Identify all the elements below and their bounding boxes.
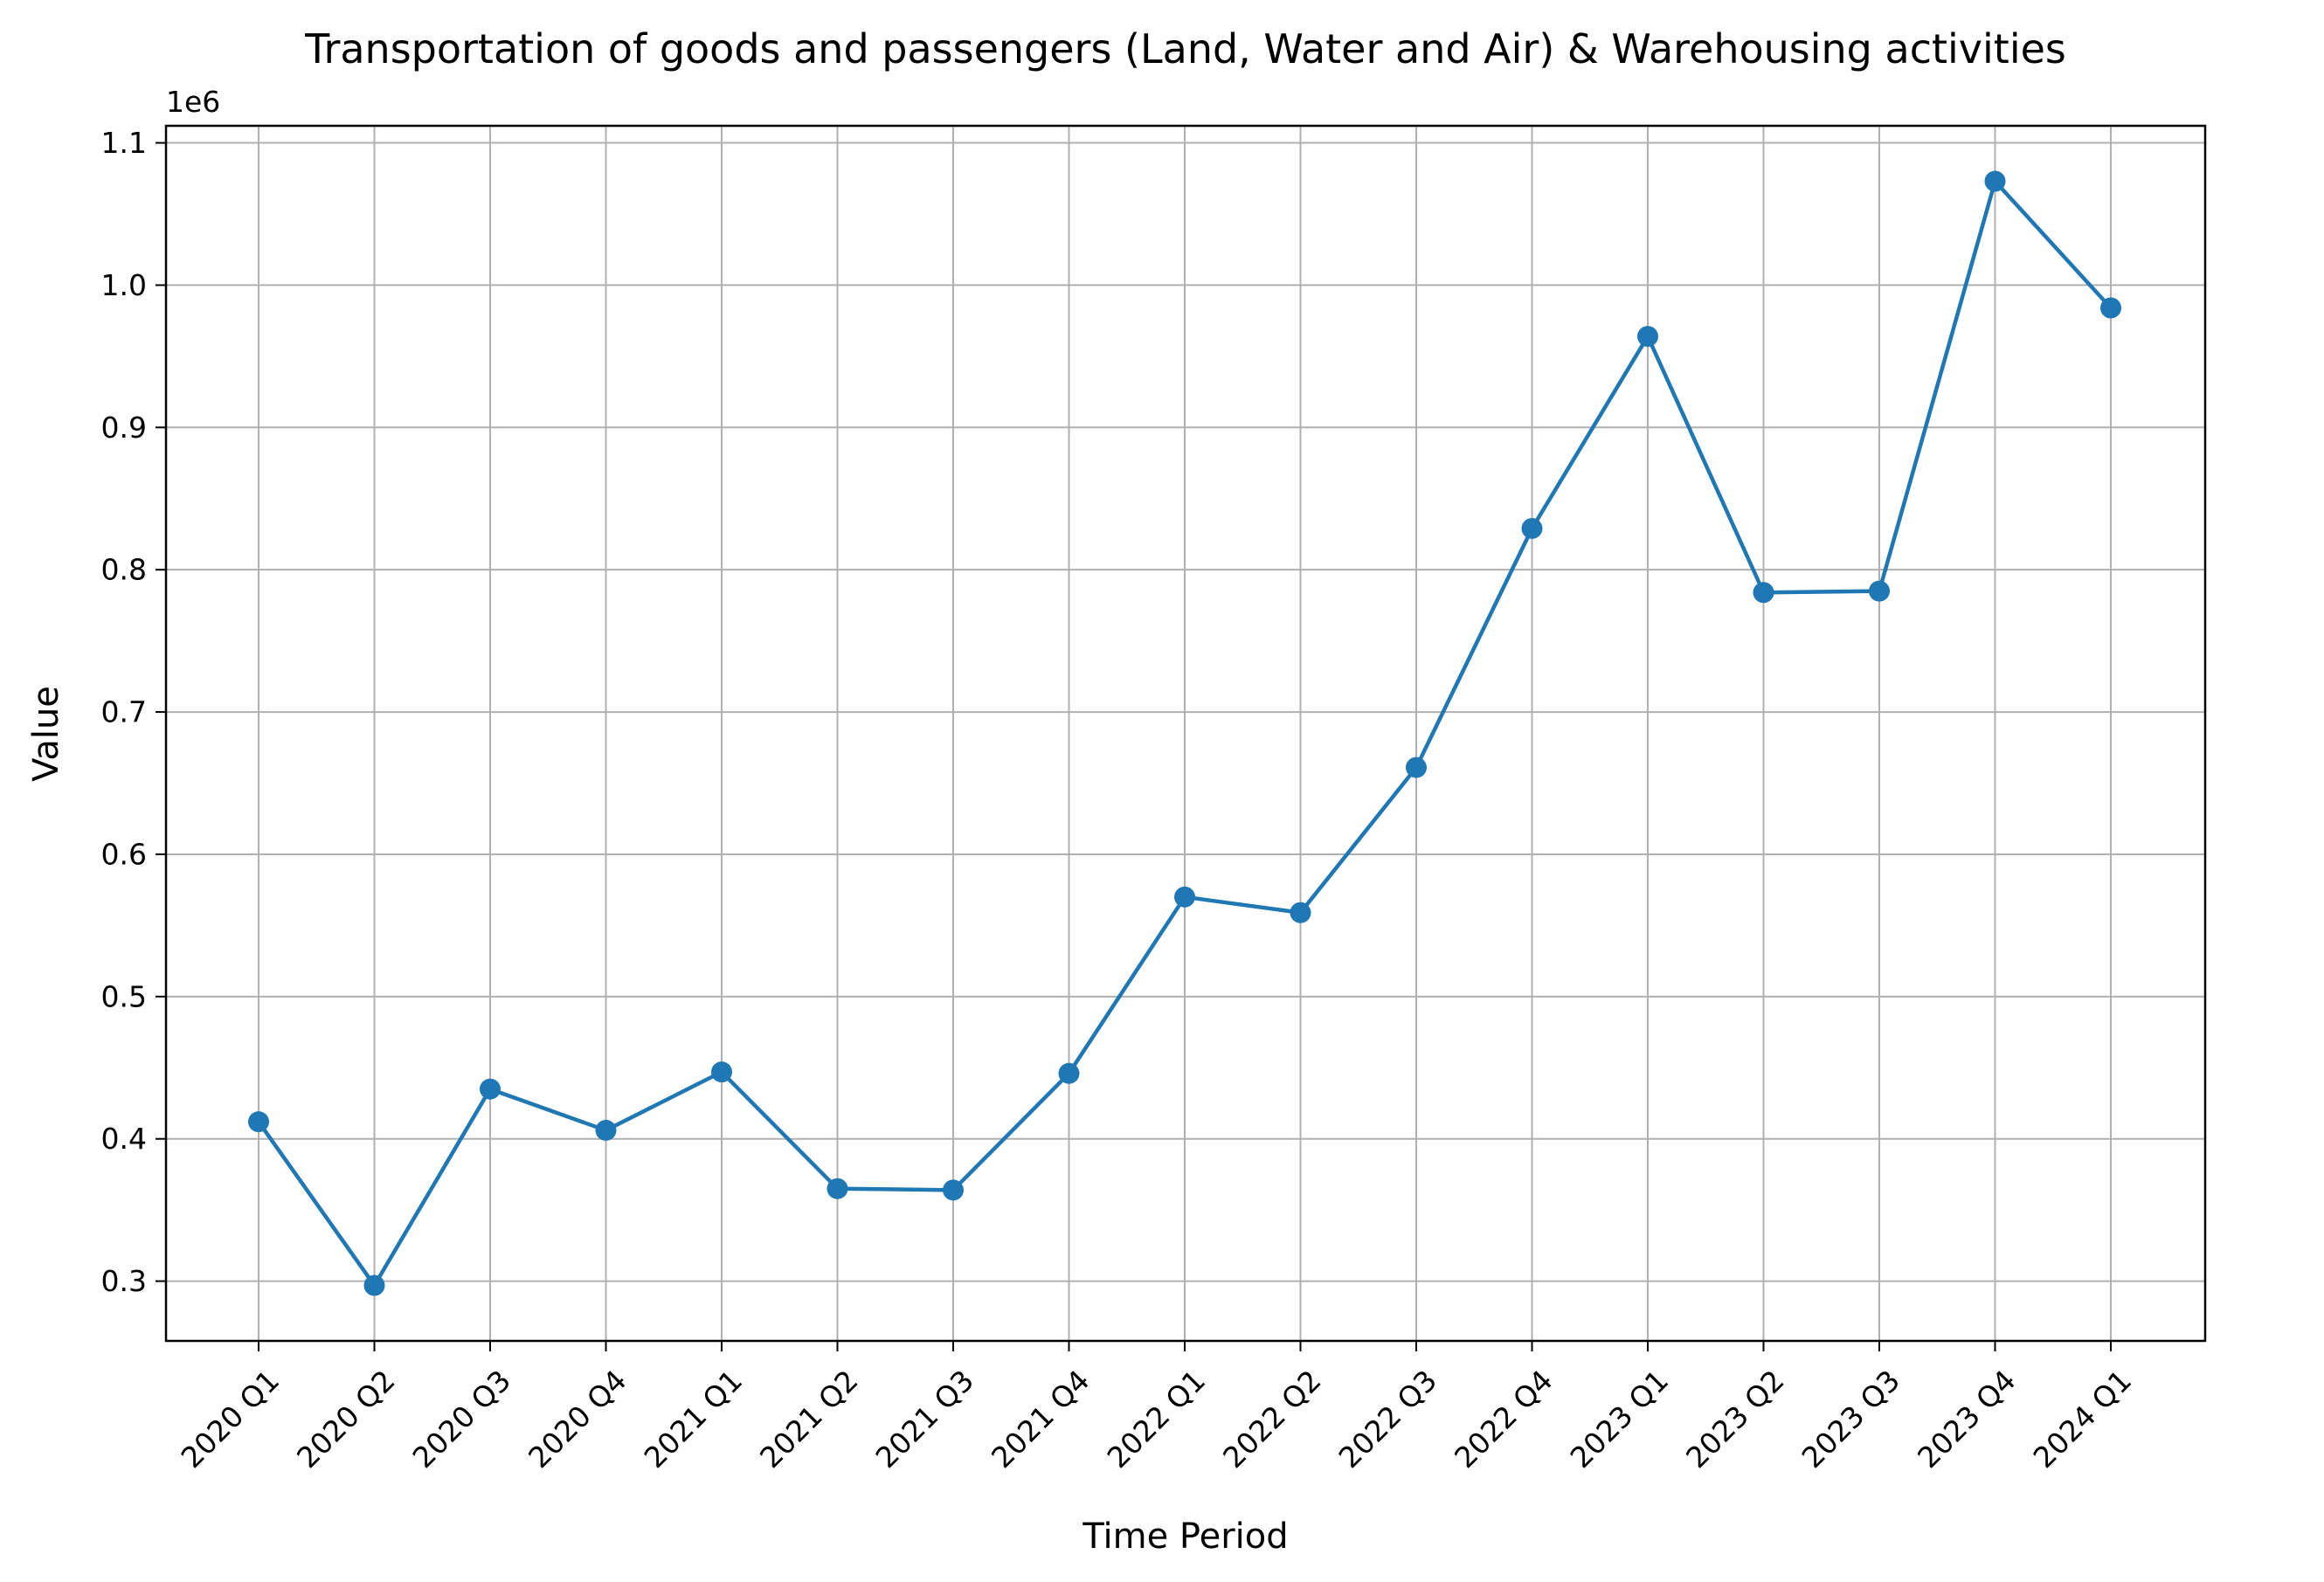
data-point [1058, 1062, 1080, 1084]
y-tick-label: 0.5 [101, 979, 147, 1013]
y-tick-label: 0.9 [101, 411, 147, 445]
chart-title: Transportation of goods and passengers (… [304, 25, 2066, 73]
y-tick-label: 0.3 [101, 1264, 147, 1298]
data-point [1637, 326, 1658, 348]
data-point [1406, 756, 1427, 778]
data-point [2100, 297, 2121, 319]
y-tick-label: 0.7 [101, 695, 147, 729]
y-tick-label: 0.6 [101, 837, 147, 871]
data-point [1869, 580, 1890, 602]
y-tick-label: 1.0 [101, 268, 147, 302]
data-point [1290, 902, 1311, 923]
data-point [943, 1179, 964, 1201]
y-axis-label: Value [26, 686, 66, 782]
data-point [595, 1119, 617, 1141]
grid [166, 126, 2205, 1341]
data-point [1984, 170, 2006, 192]
data-point [480, 1078, 501, 1100]
data-point [827, 1178, 848, 1199]
y-tick-label: 1.1 [101, 126, 147, 160]
y-tick-label: 0.4 [101, 1122, 147, 1156]
data-point [363, 1275, 385, 1296]
x-axis-label: Time Period [1082, 1516, 1288, 1557]
y-axis-offset-label: 1e6 [166, 85, 220, 119]
data-point [1521, 517, 1543, 539]
data-point [711, 1061, 732, 1083]
data-point [248, 1111, 269, 1133]
data-layer [248, 170, 2121, 1296]
data-point [1753, 582, 1774, 604]
y-tick-label: 0.8 [101, 553, 147, 587]
data-point [1174, 886, 1195, 908]
